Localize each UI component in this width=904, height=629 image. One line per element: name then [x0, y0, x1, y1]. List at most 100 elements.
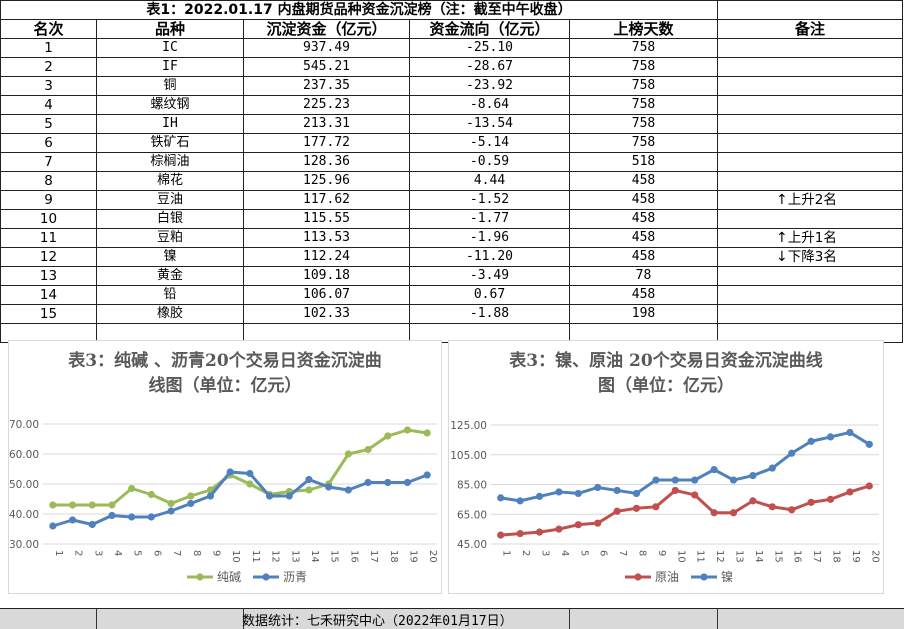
days-cell[interactable]: 758: [569, 133, 718, 153]
name-cell[interactable]: 黄金: [96, 266, 244, 286]
note-cell[interactable]: ↑上升1名: [717, 228, 903, 248]
days-cell[interactable]: 758: [569, 38, 718, 58]
days-cell[interactable]: 518: [569, 152, 718, 172]
rank-cell[interactable]: 1: [0, 38, 97, 58]
header-note[interactable]: 备注: [717, 19, 903, 39]
name-cell[interactable]: 豆油: [96, 190, 244, 210]
flow-cell[interactable]: -8.64: [409, 95, 570, 115]
fund-cell[interactable]: 115.55: [243, 209, 410, 229]
note-cell[interactable]: [717, 304, 903, 324]
flow-cell[interactable]: 0.67: [409, 285, 570, 305]
flow-cell[interactable]: -1.52: [409, 190, 570, 210]
name-cell[interactable]: IF: [96, 57, 244, 77]
fund-cell[interactable]: 102.33: [243, 304, 410, 324]
rank-cell[interactable]: 10: [0, 209, 97, 229]
rank-cell[interactable]: 8: [0, 171, 97, 191]
rank-cell[interactable]: 13: [0, 266, 97, 286]
rank-cell[interactable]: 7: [0, 152, 97, 172]
fund-cell[interactable]: 113.53: [243, 228, 410, 248]
note-cell[interactable]: [717, 266, 903, 286]
days-cell[interactable]: 458: [569, 209, 718, 229]
name-cell[interactable]: 铅: [96, 285, 244, 305]
header-rank[interactable]: 名次: [0, 19, 97, 39]
fund-cell[interactable]: 125.96: [243, 171, 410, 191]
name-cell[interactable]: 螺纹钢: [96, 95, 244, 115]
flow-cell[interactable]: -5.14: [409, 133, 570, 153]
chart-soda-asphalt[interactable]: 表3：纯碱 、沥青20个交易日资金沉淀曲 线图（单位：亿元） 30.00 40.0…: [8, 340, 442, 594]
flow-cell[interactable]: -23.92: [409, 76, 570, 96]
name-cell[interactable]: 铁矿石: [96, 133, 244, 153]
days-cell[interactable]: 78: [569, 266, 718, 286]
days-cell[interactable]: 758: [569, 95, 718, 115]
note-cell[interactable]: [717, 38, 903, 58]
fund-cell[interactable]: 128.36: [243, 152, 410, 172]
rank-cell[interactable]: 6: [0, 133, 97, 153]
note-cell[interactable]: [717, 285, 903, 305]
days-cell[interactable]: 458: [569, 285, 718, 305]
note-cell[interactable]: [717, 76, 903, 96]
flow-cell[interactable]: -1.77: [409, 209, 570, 229]
flow-cell[interactable]: -1.88: [409, 304, 570, 324]
name-cell[interactable]: 镍: [96, 247, 244, 267]
name-cell[interactable]: 棕榈油: [96, 152, 244, 172]
fund-cell[interactable]: 106.07: [243, 285, 410, 305]
days-cell[interactable]: 758: [569, 57, 718, 77]
rank-cell[interactable]: 5: [0, 114, 97, 134]
header-flow[interactable]: 资金流向（亿元）: [409, 19, 570, 39]
flow-cell[interactable]: -3.49: [409, 266, 570, 286]
fund-cell[interactable]: 225.23: [243, 95, 410, 115]
note-cell[interactable]: [717, 171, 903, 191]
flow-cell[interactable]: -11.20: [409, 247, 570, 267]
rank-cell[interactable]: 11: [0, 228, 97, 248]
rank-cell[interactable]: 14: [0, 285, 97, 305]
header-days[interactable]: 上榜天数: [569, 19, 718, 39]
note-cell[interactable]: [717, 57, 903, 77]
note-cell[interactable]: [717, 133, 903, 153]
fund-cell[interactable]: 937.49: [243, 38, 410, 58]
fund-cell[interactable]: 177.72: [243, 133, 410, 153]
note-cell[interactable]: ↑上升2名: [717, 190, 903, 210]
note-cell[interactable]: [717, 95, 903, 115]
note-cell[interactable]: [717, 114, 903, 134]
flow-cell[interactable]: 4.44: [409, 171, 570, 191]
note-cell[interactable]: ↓下降3名: [717, 247, 903, 267]
footer-source[interactable]: 数据统计：七禾研究中心（2022年01月17日）: [242, 614, 513, 629]
table-title[interactable]: 表1：2022.01.17 内盘期货品种资金沉淀榜（注：截至中午收盘）: [0, 0, 718, 20]
days-cell[interactable]: 458: [569, 247, 718, 267]
fund-cell[interactable]: 112.24: [243, 247, 410, 267]
flow-cell[interactable]: -25.10: [409, 38, 570, 58]
name-cell[interactable]: 豆粕: [96, 228, 244, 248]
name-cell[interactable]: IH: [96, 114, 244, 134]
flow-cell[interactable]: -13.54: [409, 114, 570, 134]
rank-cell[interactable]: 9: [0, 190, 97, 210]
rank-cell[interactable]: 2: [0, 57, 97, 77]
fund-cell[interactable]: 237.35: [243, 76, 410, 96]
flow-cell[interactable]: -1.96: [409, 228, 570, 248]
days-cell[interactable]: 458: [569, 228, 718, 248]
rank-cell[interactable]: 3: [0, 76, 97, 96]
rank-cell[interactable]: 15: [0, 304, 97, 324]
days-cell[interactable]: 458: [569, 171, 718, 191]
days-cell[interactable]: 198: [569, 304, 718, 324]
header-fund[interactable]: 沉淀资金（亿元）: [243, 19, 410, 39]
rank-cell[interactable]: 4: [0, 95, 97, 115]
days-cell[interactable]: 758: [569, 114, 718, 134]
fund-cell[interactable]: 545.21: [243, 57, 410, 77]
name-cell[interactable]: 白银: [96, 209, 244, 229]
flow-cell[interactable]: -0.59: [409, 152, 570, 172]
fund-cell[interactable]: 213.31: [243, 114, 410, 134]
note-cell[interactable]: [717, 152, 903, 172]
name-cell[interactable]: 棉花: [96, 171, 244, 191]
note-cell[interactable]: [717, 209, 903, 229]
fund-cell[interactable]: 109.18: [243, 266, 410, 286]
days-cell[interactable]: 758: [569, 76, 718, 96]
blank-cell[interactable]: [717, 0, 903, 20]
chart-nickel-crude[interactable]: 表3：镍、原油 20个交易日资金沉淀曲线 图（单位：亿元） 45.00 65.00…: [448, 340, 884, 594]
fund-cell[interactable]: 117.62: [243, 190, 410, 210]
days-cell[interactable]: 458: [569, 190, 718, 210]
name-cell[interactable]: 橡胶: [96, 304, 244, 324]
name-cell[interactable]: 铜: [96, 76, 244, 96]
name-cell[interactable]: IC: [96, 38, 244, 58]
header-name[interactable]: 品种: [96, 19, 244, 39]
flow-cell[interactable]: -28.67: [409, 57, 570, 77]
